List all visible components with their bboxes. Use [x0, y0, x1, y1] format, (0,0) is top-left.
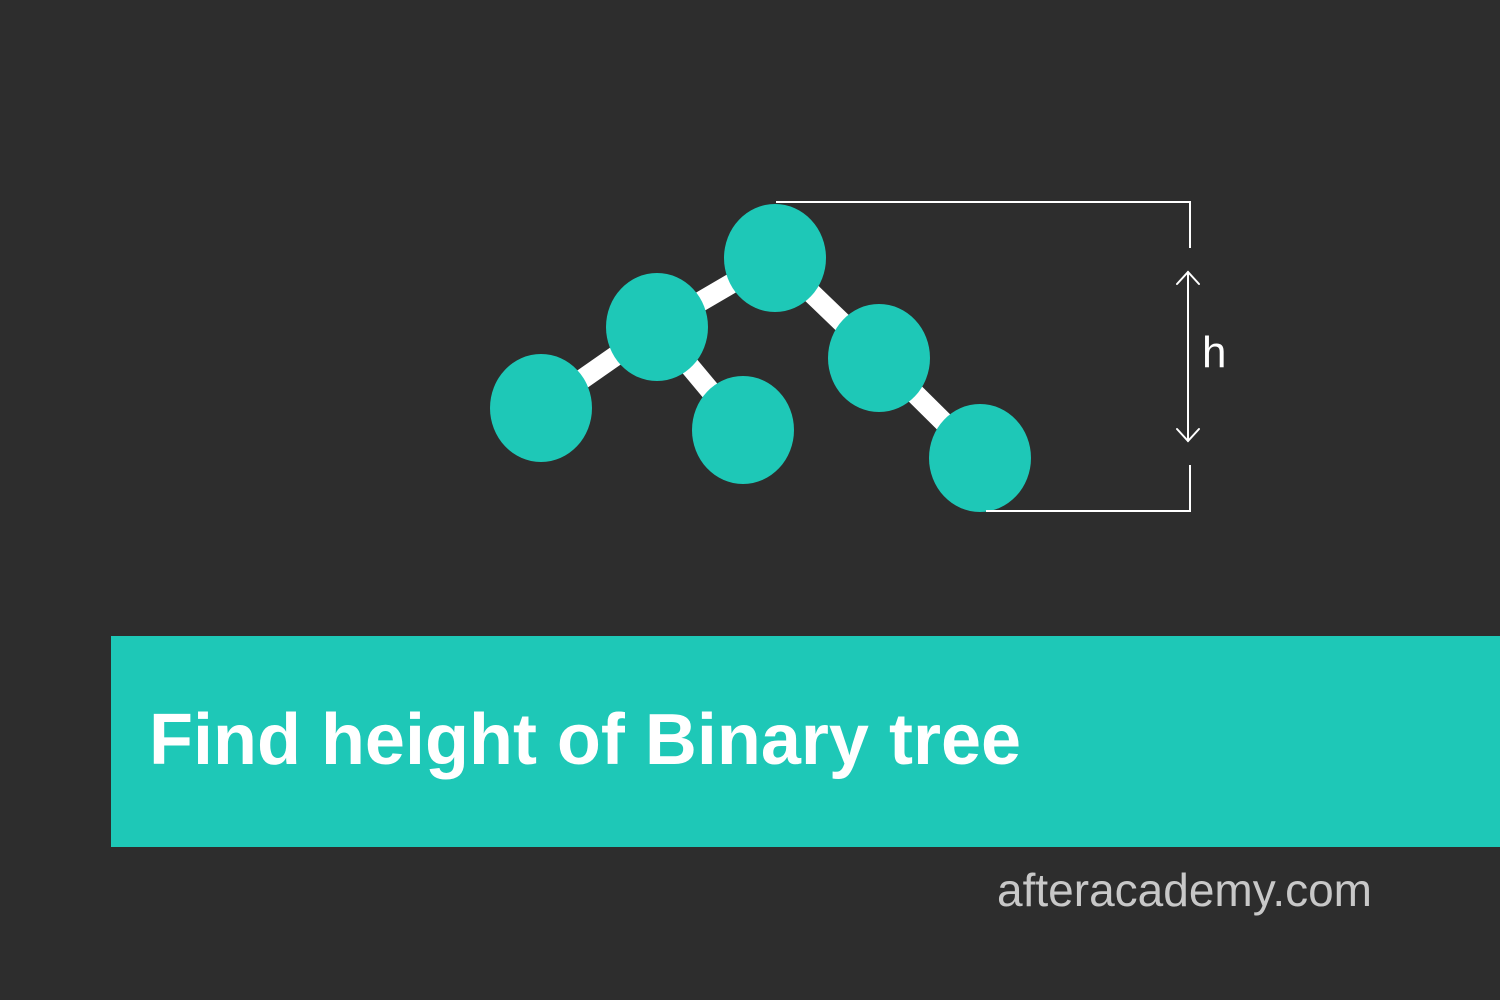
- height-arrow: [1176, 270, 1200, 443]
- tree-node-left-left: [490, 354, 592, 462]
- tree-nodes: [490, 204, 1031, 512]
- up-arrow-icon: [1176, 270, 1200, 285]
- height-label: h: [1202, 328, 1226, 377]
- height-bracket-bottom: [986, 465, 1191, 512]
- height-bracket-top: [776, 201, 1191, 248]
- page-title: Find height of Binary tree: [149, 700, 1022, 780]
- tree-node-right-right: [929, 404, 1031, 512]
- tree-node-left-right: [692, 376, 794, 484]
- title-banner: Find height of Binary tree: [111, 636, 1500, 847]
- tree-node-root: [724, 204, 826, 312]
- site-url: afteracademy.com: [997, 864, 1372, 916]
- height-bracket: [776, 201, 1191, 512]
- tree-node-left: [606, 273, 708, 381]
- down-arrow-icon: [1176, 428, 1200, 443]
- binary-tree-diagram: h: [490, 201, 1226, 512]
- tree-node-right: [828, 304, 930, 412]
